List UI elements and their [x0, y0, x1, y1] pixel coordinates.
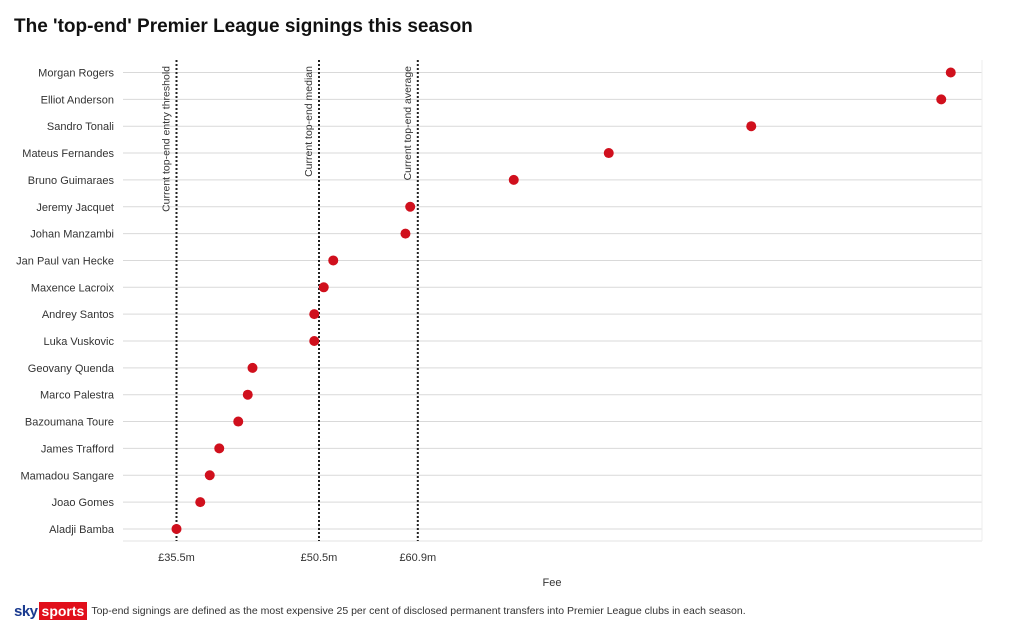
data-point	[242, 389, 253, 400]
x-axis-label: Fee	[543, 577, 562, 589]
category-label: Marco Palestra	[40, 390, 115, 402]
data-point	[405, 201, 416, 212]
category-label: Mateus Fernandes	[22, 148, 114, 160]
category-label: Johan Manzambi	[30, 229, 114, 241]
data-point	[233, 416, 244, 427]
data-point	[746, 121, 757, 132]
data-point	[247, 362, 258, 373]
sky-sports-logo: sky sports	[14, 602, 88, 620]
data-point	[309, 336, 320, 346]
category-label: Bazoumana Toure	[25, 417, 114, 429]
logo-sky-text: sky	[14, 602, 38, 620]
footnote: Top-end signings are defined as the most…	[91, 605, 746, 617]
data-point	[318, 282, 329, 293]
reference-line-label: Current top-end median	[303, 66, 315, 177]
category-label: Sandro Tonali	[47, 121, 114, 133]
chart-title: The 'top-end' Premier League signings th…	[14, 16, 473, 37]
x-tick-label: £35.5m	[158, 552, 195, 564]
data-point	[936, 94, 947, 105]
x-tick-label: £50.5m	[301, 552, 338, 564]
category-label: Morgan Rogers	[38, 68, 114, 80]
category-label: Geovany Quenda	[28, 363, 115, 375]
x-axis-ticks: £35.5m £50.5m £60.9m	[158, 552, 436, 564]
category-label: Bruno Guimaraes	[28, 175, 115, 187]
x-tick-label: £60.9m	[399, 552, 436, 564]
category-label: Luka Vuskovic	[43, 336, 114, 348]
category-label: Maxence Lacroix	[31, 282, 115, 294]
reference-line-label: Current top-end entry threshold	[161, 66, 173, 212]
logo-sports-text: sports	[38, 602, 88, 620]
data-point	[171, 523, 182, 534]
data-point	[603, 148, 614, 159]
y-axis-labels: Morgan Rogers Elliot Anderson Sandro Tonal…	[16, 68, 115, 536]
category-label: Mamadou Sangare	[20, 470, 114, 482]
data-point	[309, 309, 320, 320]
data-point	[945, 67, 956, 78]
footer: sky sports Top-end signings are defined …	[14, 601, 746, 621]
category-label: Jeremy Jacquet	[36, 202, 114, 214]
category-label: Joao Gomes	[52, 497, 115, 509]
data-point	[195, 497, 206, 508]
data-point	[204, 470, 215, 481]
category-label: James Trafford	[41, 443, 114, 455]
category-label: Aladji Bamba	[49, 524, 115, 536]
data-point	[328, 255, 339, 266]
reference-line-label: Current top-end average	[402, 66, 414, 181]
category-label: Jan Paul van Hecke	[16, 255, 114, 267]
data-point	[214, 443, 225, 454]
data-point	[508, 174, 519, 185]
category-label: Andrey Santos	[42, 309, 115, 321]
data-points	[171, 67, 956, 534]
category-label: Elliot Anderson	[41, 94, 114, 106]
grid-lines	[123, 60, 983, 542]
data-point	[400, 228, 411, 239]
reference-lines: Current top-end entry threshold Current t…	[161, 60, 419, 541]
